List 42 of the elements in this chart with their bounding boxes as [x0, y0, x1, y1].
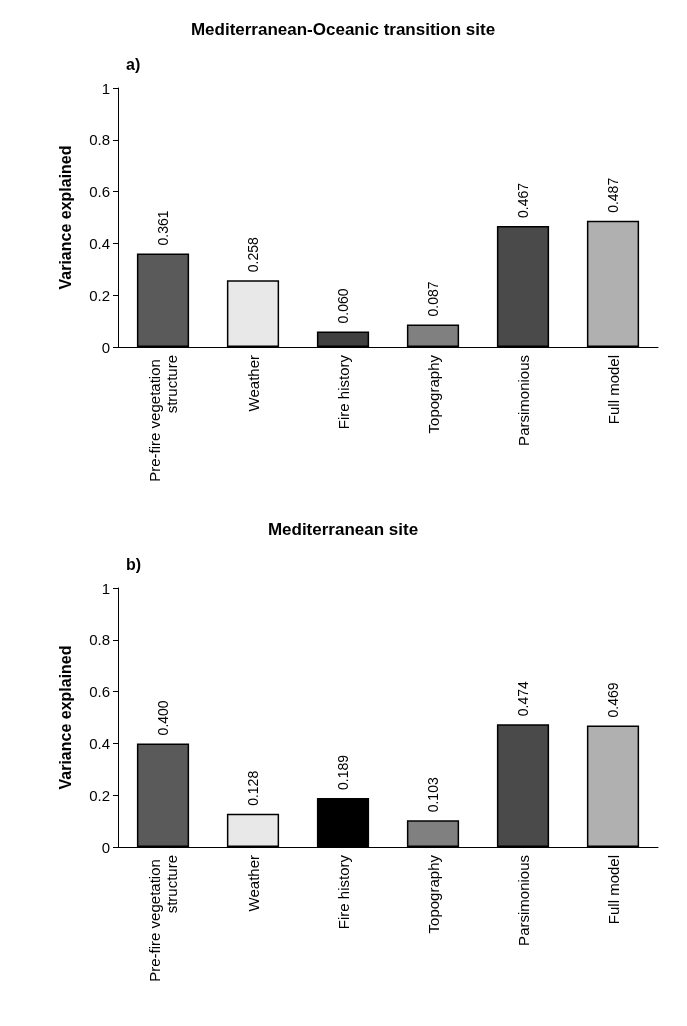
data-label: 0.487 — [605, 177, 621, 213]
y-tick-label: 0.6 — [89, 683, 110, 701]
x-tick-label: Weather — [244, 855, 262, 912]
data-label: 0.400 — [155, 700, 171, 736]
x-tick-label: Topography — [424, 854, 442, 934]
data-label: 0.060 — [335, 288, 351, 324]
x-tick-label: Parsimonious — [514, 355, 532, 446]
y-tick-label: 0 — [101, 338, 110, 356]
y-tick-label: 0 — [101, 838, 110, 856]
chart-title: Mediterranean site — [267, 520, 419, 539]
y-tick-label: 0.4 — [89, 234, 110, 252]
x-tick-label: Parsimonious — [514, 855, 532, 946]
chart-title: Mediterranean-Oceanic transition site — [190, 20, 496, 39]
x-tick-label: Fire history — [334, 854, 352, 930]
y-tick-label: 0.2 — [89, 786, 110, 804]
text: b) — [126, 555, 142, 573]
y-tick-label: 0.8 — [89, 131, 110, 149]
y-tick-label: 0.2 — [89, 286, 110, 304]
data-label: 0.189 — [335, 754, 351, 791]
y-tick-label: 0.6 — [89, 183, 110, 201]
data-label: 0.087 — [425, 281, 441, 317]
data-label: 0.128 — [245, 770, 261, 806]
y-axis-title: Variance explained — [56, 145, 74, 290]
y-axis-title: Variance explained — [56, 645, 74, 790]
x-tick-label: Pre-fire vegetation structure — [146, 855, 180, 982]
data-label: 0.469 — [605, 682, 621, 718]
x-tick-label: Full model — [604, 355, 622, 425]
x-tick-label: Full model — [604, 855, 622, 925]
data-label: 0.103 — [425, 777, 441, 813]
x-tick-label: Fire history — [334, 354, 352, 430]
x-tick-label: Pre-fire vegetation structure — [146, 355, 180, 482]
data-label: 0.467 — [515, 182, 531, 219]
x-tick-label: Topography — [424, 354, 442, 434]
y-tick-label: 1 — [101, 579, 110, 597]
data-label: 0.361 — [155, 210, 171, 246]
x-tick-label: Weather — [244, 355, 262, 412]
data-label: 0.474 — [515, 680, 531, 717]
y-tick-label: 0.4 — [89, 734, 110, 752]
data-label: 0.258 — [245, 236, 261, 273]
y-tick-label: 0.8 — [89, 631, 110, 649]
y-tick-label: 1 — [101, 79, 110, 97]
text: a) — [126, 55, 141, 73]
